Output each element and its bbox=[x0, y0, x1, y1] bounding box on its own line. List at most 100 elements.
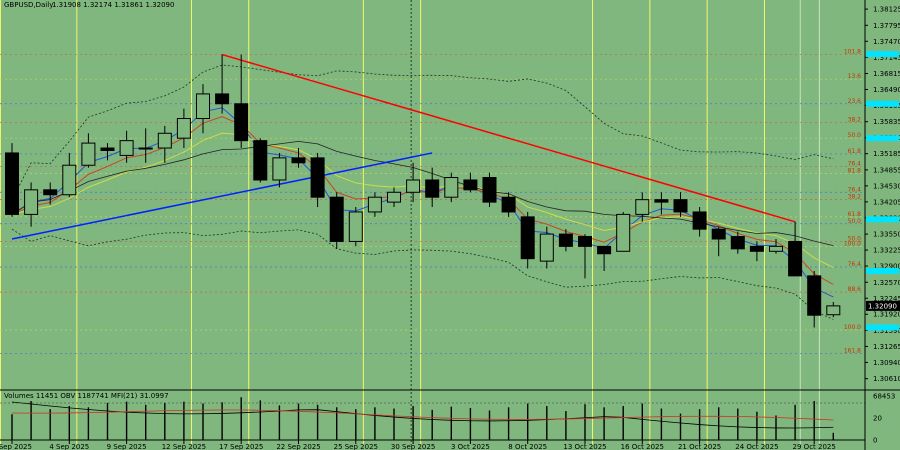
price-tick-label: 1.37795 bbox=[873, 22, 900, 30]
level-price-marker bbox=[866, 267, 899, 274]
fib-level-label: 88.6 bbox=[848, 286, 862, 293]
candle-body bbox=[788, 240, 803, 277]
price-tick-label: 1.30610 bbox=[873, 375, 900, 383]
bollinger-lower bbox=[11, 228, 834, 320]
chart-title: GBPUSD,Daily bbox=[4, 1, 53, 9]
candle-body bbox=[539, 233, 554, 262]
level-price-marker bbox=[866, 324, 899, 331]
price-tick-label: 1.37470 bbox=[873, 38, 900, 46]
candle-body bbox=[176, 118, 191, 139]
price-tick-label: 1.34855 bbox=[873, 166, 900, 174]
candle-body bbox=[654, 199, 669, 203]
fib-level-label: 38.2 bbox=[848, 116, 862, 123]
candle-body bbox=[711, 228, 726, 240]
date-tick-label: 13 Oct 2025 bbox=[563, 443, 606, 450]
candle-body bbox=[329, 196, 344, 242]
candle-body bbox=[501, 196, 516, 213]
price-tick-label: 1.33225 bbox=[873, 247, 900, 255]
date-tick-label: 4 Sep 2025 bbox=[49, 443, 89, 450]
candle-body bbox=[769, 245, 783, 252]
price-tick-label: 1.36490 bbox=[873, 86, 900, 94]
chart-grid bbox=[0, 0, 820, 445]
candle-body bbox=[81, 142, 96, 166]
fib-level-label: 50.0 bbox=[848, 132, 862, 139]
level-price-marker bbox=[866, 135, 899, 142]
date-tick-label: 3 Oct 2025 bbox=[451, 443, 490, 450]
candle-body bbox=[196, 93, 210, 120]
trendlines bbox=[11, 53, 796, 240]
price-tick-label: 1.31265 bbox=[873, 343, 900, 351]
price-tick-label: 1.31590 bbox=[873, 327, 900, 335]
date-tick-label: 30 Sep 2025 bbox=[391, 443, 435, 450]
candle-body bbox=[807, 275, 822, 316]
trendline-red bbox=[221, 53, 796, 223]
fib-level-label: 50.0 bbox=[848, 218, 862, 225]
current-price-label: 1.32090 bbox=[868, 302, 897, 310]
indicator-label: Volumes 11451 OBV 1187741 MFI(21) 31.099… bbox=[4, 392, 169, 400]
date-tick-label: 29 Oct 2025 bbox=[793, 443, 836, 450]
volume-tick-label: 68453 bbox=[873, 393, 895, 401]
date-tick-label: 22 Sep 2025 bbox=[276, 443, 320, 450]
candle-body bbox=[616, 213, 631, 252]
mfi-line bbox=[11, 409, 834, 421]
candle-body bbox=[425, 179, 440, 198]
fib-level-label: 76.4 bbox=[848, 161, 862, 168]
candle-body bbox=[578, 236, 592, 247]
fib-level-label: 50.0 bbox=[848, 235, 862, 242]
volume-tick-label: 20 bbox=[873, 415, 882, 423]
candle-body bbox=[730, 236, 745, 250]
price-tick-label: 1.34530 bbox=[873, 182, 900, 190]
fib-level-label: 61.8 bbox=[848, 211, 862, 218]
price-tick-label: 1.33550 bbox=[873, 231, 900, 239]
candle-body bbox=[482, 177, 497, 203]
volume-pane: 68453 20 0 bbox=[0, 389, 900, 445]
candle-body bbox=[291, 157, 306, 164]
candle-body bbox=[215, 93, 230, 105]
fib-level-label: 100.0 bbox=[844, 240, 861, 247]
price-tick-label: 1.31920 bbox=[873, 311, 900, 319]
candle-body bbox=[692, 211, 707, 230]
candle-body bbox=[749, 245, 764, 252]
bollinger-upper bbox=[11, 64, 834, 200]
candle-body bbox=[119, 140, 134, 156]
candles bbox=[5, 54, 841, 328]
fib-level-label: 100.0 bbox=[844, 324, 861, 331]
date-tick-label: 9 Sep 2025 bbox=[107, 443, 147, 450]
date-tick-label: 16 Oct 2025 bbox=[621, 443, 664, 450]
date-tick-label: 21 Oct 2025 bbox=[678, 443, 721, 450]
fib-level-label: 76.4 bbox=[848, 186, 862, 193]
fib-level-label: 161.8 bbox=[844, 348, 861, 355]
price-tick-label: 1.30940 bbox=[873, 359, 900, 367]
fib-level-label: 81.8 bbox=[848, 168, 862, 175]
candle-body bbox=[272, 157, 287, 181]
obv-line bbox=[11, 401, 834, 429]
price-tick-label: 1.32900 bbox=[873, 263, 900, 271]
candle-body bbox=[234, 103, 249, 142]
fib-level-label: 38.2 bbox=[848, 194, 862, 201]
candle-body bbox=[673, 199, 688, 213]
candle-body bbox=[43, 189, 58, 196]
candle-body bbox=[62, 164, 77, 196]
ohlc-readout: 1.31908 1.32174 1.31861 1.32090 bbox=[52, 1, 174, 9]
candle-body bbox=[520, 216, 535, 260]
fib-level-label: 13.6 bbox=[848, 73, 862, 80]
candle-body bbox=[348, 211, 363, 242]
fib-level-label: 101.8 bbox=[844, 49, 861, 56]
price-tick-label: 1.35185 bbox=[873, 150, 900, 158]
candle-body bbox=[826, 305, 841, 316]
date-tick-label: 24 Oct 2025 bbox=[735, 443, 778, 450]
candle-body bbox=[444, 177, 459, 198]
price-tick-label: 1.37145 bbox=[873, 54, 900, 62]
price-tick-label: 1.35835 bbox=[873, 118, 900, 126]
date-tick-label: 8 Oct 2025 bbox=[508, 443, 547, 450]
candle-body bbox=[24, 189, 39, 215]
candle-body bbox=[367, 196, 382, 213]
fib-level-label: 61.8 bbox=[848, 148, 862, 155]
price-tick-label: 1.36815 bbox=[873, 70, 900, 78]
fib-level-label: 23.6 bbox=[848, 98, 862, 105]
price-tick-label: 1.38125 bbox=[873, 6, 900, 14]
current-price-tag bbox=[866, 300, 900, 311]
candle-body bbox=[100, 147, 115, 151]
